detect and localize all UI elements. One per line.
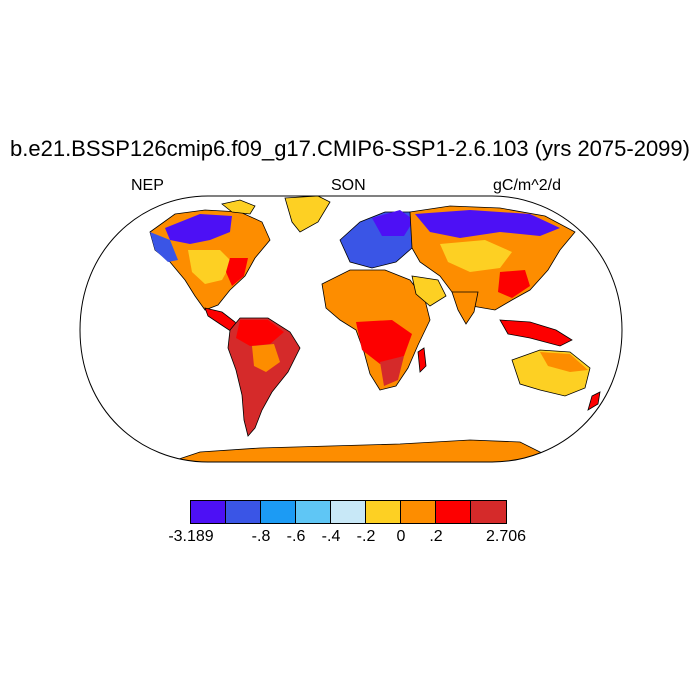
colorbar-label-2: -.6 bbox=[286, 528, 306, 545]
colorbar-label-1: -.8 bbox=[251, 528, 271, 545]
north-america-central bbox=[188, 250, 232, 284]
colorbar-label-6: .2 bbox=[429, 528, 443, 545]
map-border bbox=[79, 195, 623, 463]
madagascar bbox=[417, 347, 427, 373]
colorbar-label-7: 2.706 bbox=[485, 528, 527, 545]
colorbar-label-0: -3.189 bbox=[168, 528, 214, 545]
arabia bbox=[411, 275, 447, 307]
australia-coast bbox=[540, 352, 588, 372]
units-label: gC/m^2/d bbox=[493, 177, 561, 194]
plot-title: b.e21.BSSP126cmip6.f09_g17.CMIP6-SSP1-2.… bbox=[10, 136, 690, 161]
central-asia bbox=[440, 240, 512, 272]
africa-south bbox=[380, 356, 404, 386]
siberia bbox=[415, 210, 560, 238]
north-america-west bbox=[150, 232, 178, 262]
india bbox=[451, 291, 479, 325]
variable-label: NEP bbox=[131, 177, 164, 194]
colorbar-box-7 bbox=[436, 501, 471, 523]
new-zealand bbox=[587, 391, 601, 411]
colorbar-box-5 bbox=[366, 501, 401, 523]
colorbar-label-5: 0 bbox=[396, 528, 406, 545]
season-label: SON bbox=[331, 177, 366, 194]
colorbar-box-1 bbox=[226, 501, 261, 523]
south-america-interior bbox=[252, 344, 280, 372]
africa-central bbox=[356, 320, 412, 364]
antarctica bbox=[169, 439, 561, 462]
maritime-continent bbox=[499, 319, 573, 347]
east-asia bbox=[498, 270, 530, 298]
north-america-east bbox=[226, 258, 248, 286]
colorbar-box-8 bbox=[471, 501, 506, 523]
colorbar-box-4 bbox=[331, 501, 366, 523]
colorbar-label-3: -.4 bbox=[321, 528, 341, 545]
greenland bbox=[284, 196, 331, 233]
colorbar-box-6 bbox=[401, 501, 436, 523]
south-america-north bbox=[236, 320, 284, 346]
colorbar bbox=[190, 500, 507, 524]
land-fields bbox=[149, 196, 601, 462]
south-america bbox=[227, 317, 301, 437]
colorbar-box-2 bbox=[261, 501, 296, 523]
scandinavia bbox=[372, 210, 414, 236]
canadian-archipelago bbox=[221, 199, 256, 215]
north-america-north bbox=[165, 214, 232, 244]
colorbar-box-3 bbox=[296, 501, 331, 523]
colorbar-box-0 bbox=[191, 501, 226, 523]
colorbar-label-4: -.2 bbox=[356, 528, 376, 545]
